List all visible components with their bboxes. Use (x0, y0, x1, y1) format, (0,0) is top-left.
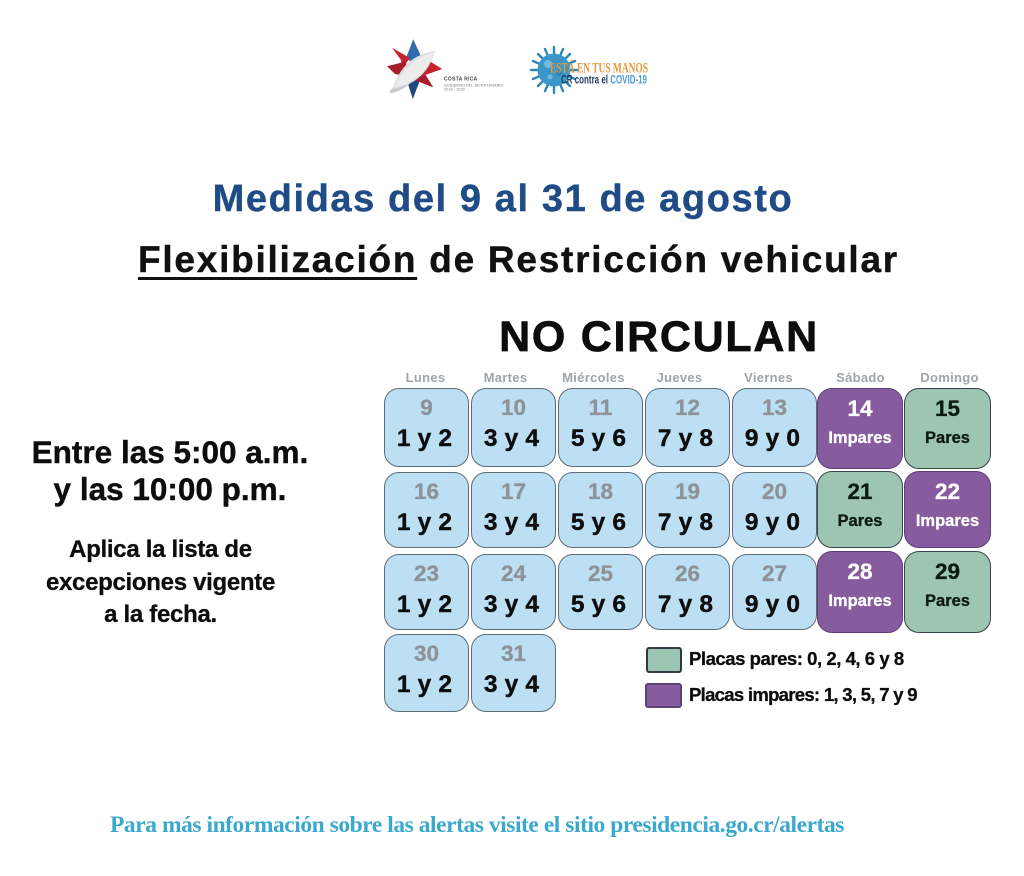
svg-text:2018 - 2022: 2018 - 2022 (444, 88, 465, 92)
svg-text:ESTÁ EN TUS MANOS: ESTÁ EN TUS MANOS (550, 60, 648, 77)
svg-text:GOBIERNO DEL BICENTENARIO: GOBIERNO DEL BICENTENARIO (444, 84, 504, 88)
svg-text:COSTA RICA: COSTA RICA (444, 76, 478, 82)
svg-text:CR contra el COVID-19: CR contra el COVID-19 (561, 75, 647, 87)
